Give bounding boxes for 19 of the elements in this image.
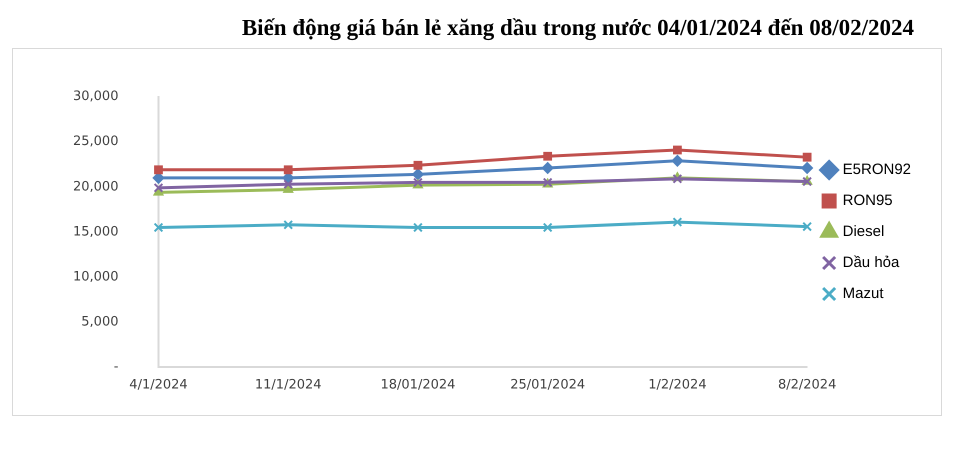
y-tick-label: -: [114, 360, 119, 375]
y-tick-label: 10,000: [72, 269, 118, 284]
y-tick-label: 30,000: [72, 89, 118, 104]
legend-label: Mazut: [842, 285, 884, 302]
y-tick-label: 15,000: [72, 224, 118, 240]
x-tick-label: 8/2/2024: [778, 377, 836, 392]
x-tick-label: 4/1/2024: [129, 377, 188, 392]
x-tick-label: 25/01/2024: [510, 377, 586, 392]
y-tick-label: 20,000: [72, 179, 118, 194]
legend-label: E5RON92: [842, 161, 912, 178]
legend-label: Diesel: [842, 223, 884, 240]
x-tick-label: 18/01/2024: [380, 377, 456, 392]
chart-title: Biến động giá bán lẻ xăng dầu trong nước 04/01/2024 đến 08/02/2024: [240, 14, 915, 42]
legend-label: Dầu hỏa: [842, 254, 900, 272]
y-tick-label: 25,000: [72, 134, 118, 150]
y-tick-label: 5,000: [81, 314, 118, 330]
x-tick-label: 1/2/2024: [648, 377, 707, 392]
legend-label: RON95: [842, 192, 893, 210]
x-tick-label: 11/1/2024: [254, 377, 322, 392]
